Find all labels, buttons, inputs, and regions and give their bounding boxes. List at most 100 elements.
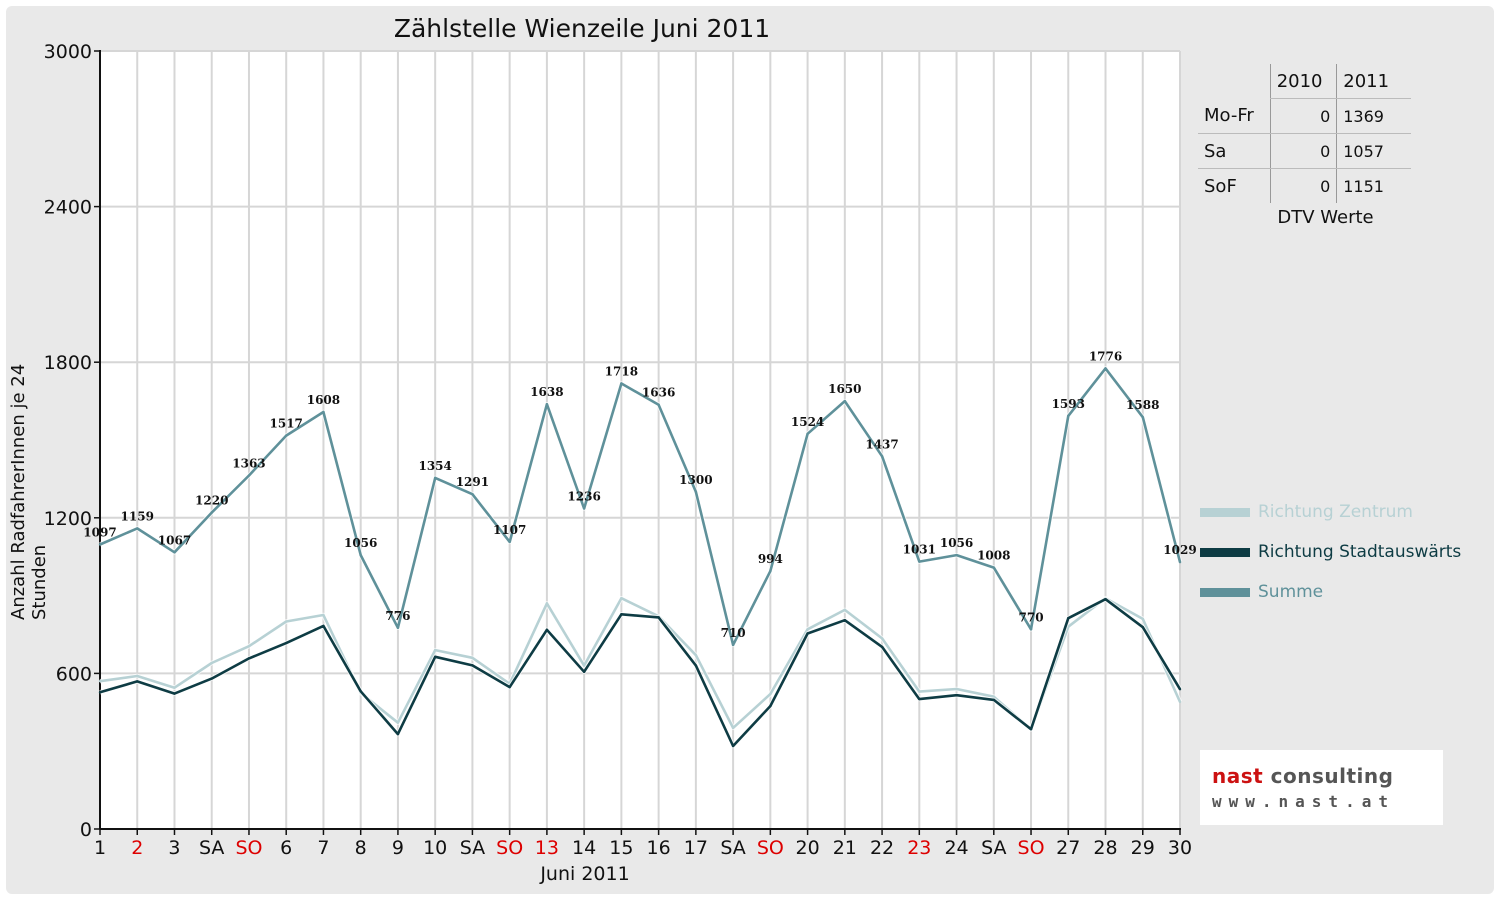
- data-point: [322, 613, 325, 617]
- data-point: [136, 527, 139, 530]
- x-tick-label: SO: [496, 837, 523, 859]
- x-tick-label: 6: [280, 837, 292, 859]
- legend-label: Richtung Zentrum: [1258, 502, 1413, 522]
- data-point: [433, 476, 437, 480]
- data-point: [880, 645, 884, 649]
- data-point: [98, 543, 102, 546]
- dtv-value-2010: 0: [1269, 168, 1338, 203]
- data-label: 1056: [344, 536, 377, 550]
- data-point: [1178, 700, 1182, 704]
- dtv-row-label: Mo-Fr: [1198, 98, 1271, 134]
- x-tick-label: 28: [1093, 837, 1117, 859]
- x-tick-label: 8: [355, 837, 367, 859]
- data-point: [210, 511, 213, 514]
- data-point: [992, 698, 995, 702]
- data-point: [1029, 727, 1033, 731]
- data-point: [769, 570, 772, 573]
- dtv-row: SoF 0 1151: [1198, 168, 1411, 203]
- y-tick-label: 1800: [44, 352, 92, 374]
- x-tick-label: 7: [317, 837, 329, 859]
- data-point: [880, 637, 884, 640]
- data-label: 1300: [679, 473, 712, 487]
- data-point: [1029, 628, 1033, 631]
- data-point: [433, 648, 437, 652]
- x-tick-label: 1: [94, 837, 106, 859]
- x-tick-label: 27: [1056, 837, 1080, 859]
- data-point: [247, 644, 251, 648]
- data-label: 1236: [567, 489, 600, 503]
- data-point: [1104, 598, 1107, 601]
- dtv-table: 2010 2011 Mo-Fr 0 1369 Sa 0 1057 SoF 0 1…: [1198, 64, 1413, 228]
- data-label: 1718: [605, 364, 638, 378]
- data-point: [582, 670, 586, 674]
- data-point: [173, 686, 176, 689]
- data-label: 1056: [940, 536, 973, 550]
- data-point: [247, 657, 251, 660]
- data-point: [173, 551, 176, 554]
- data-label: 1220: [195, 494, 228, 508]
- data-point: [694, 490, 698, 494]
- data-point: [1178, 560, 1182, 564]
- data-point: [1067, 616, 1070, 620]
- data-point: [98, 691, 102, 694]
- y-axis-title: Anzahl RadfahrerInnen je 24 Stunden: [8, 363, 50, 620]
- dtv-caption: DTV Werte: [1277, 207, 1374, 228]
- x-tick-label: SA: [460, 837, 485, 859]
- data-point: [433, 655, 437, 659]
- y-tick-label: 3000: [44, 41, 92, 63]
- x-tick-label: 30: [1168, 837, 1192, 859]
- data-label: 1291: [456, 475, 489, 489]
- data-point: [508, 540, 511, 544]
- data-label: 1593: [1052, 397, 1085, 411]
- data-label: 776: [385, 609, 410, 623]
- x-tick-label: 14: [572, 837, 596, 859]
- data-point: [322, 624, 325, 628]
- data-point: [1104, 367, 1107, 370]
- legend: Richtung Zentrum Richtung Stadtauswärts …: [1200, 492, 1461, 612]
- data-point: [806, 632, 809, 635]
- data-point: [359, 553, 362, 557]
- plot-area: [100, 51, 1180, 829]
- data-point: [694, 654, 698, 657]
- data-label: 1107: [493, 523, 526, 537]
- data-point: [508, 685, 511, 689]
- data-point: [1141, 626, 1144, 629]
- data-label: 994: [758, 552, 783, 566]
- chart-title: Zählstelle Wienzeile Juni 2011: [393, 14, 771, 43]
- dtv-header-empty: [1198, 64, 1270, 99]
- data-point: [731, 643, 735, 647]
- data-point: [471, 664, 474, 667]
- data-point: [285, 434, 288, 437]
- data-point: [955, 553, 958, 557]
- data-label: 1159: [121, 509, 154, 523]
- data-point: [731, 744, 735, 748]
- dtv-value-2010: 0: [1269, 98, 1338, 134]
- data-label: 1437: [865, 437, 898, 451]
- data-point: [918, 560, 921, 563]
- y-tick-label: 1200: [44, 508, 92, 530]
- data-point: [247, 474, 251, 477]
- data-point: [322, 410, 325, 414]
- dtv-row: Sa 0 1057: [1198, 133, 1411, 169]
- data-point: [471, 493, 474, 496]
- data-label: 1608: [307, 393, 340, 407]
- x-axis-title: Juni 2011: [540, 863, 630, 885]
- data-point: [545, 628, 549, 632]
- y-tick-label: 2400: [44, 197, 92, 219]
- data-label: 1097: [83, 526, 116, 540]
- dtv-header-2010: 2010: [1269, 64, 1338, 99]
- x-tick-label: 3: [168, 837, 180, 859]
- y-tick-label: 0: [80, 819, 92, 841]
- data-label: 1029: [1163, 543, 1196, 557]
- data-point: [582, 507, 586, 510]
- x-tick-label: 13: [535, 837, 559, 859]
- data-point: [880, 455, 884, 458]
- data-label: 1363: [232, 457, 265, 471]
- data-point: [843, 399, 847, 403]
- x-tick-label: 10: [423, 837, 447, 859]
- legend-swatch: [1200, 547, 1250, 557]
- y-tick-label: 600: [56, 663, 92, 685]
- data-label: 1008: [977, 549, 1010, 563]
- data-point: [173, 692, 176, 695]
